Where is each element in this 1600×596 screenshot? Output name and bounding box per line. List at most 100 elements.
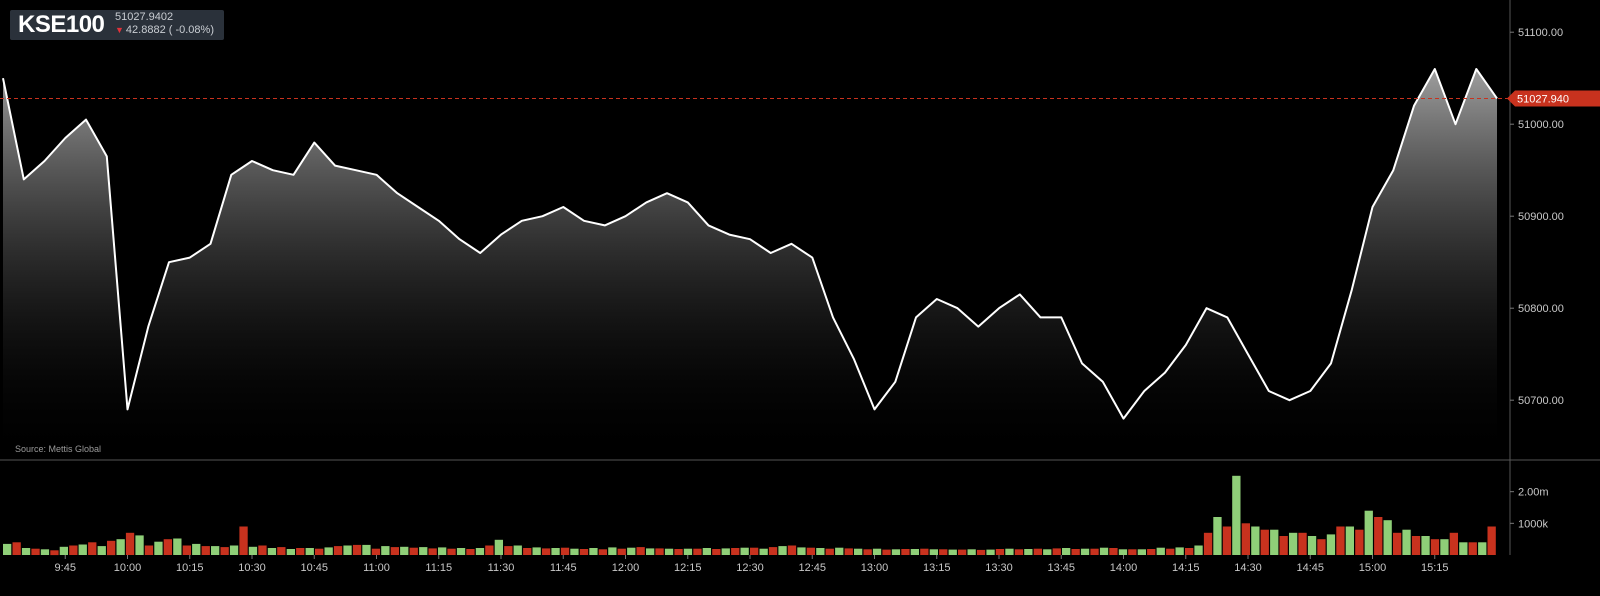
- volume-bar: [1118, 549, 1128, 555]
- volume-bar: [1402, 529, 1411, 555]
- volume-bar: [816, 548, 825, 555]
- volume-bar: [1194, 545, 1203, 555]
- volume-bar: [901, 549, 910, 555]
- volume-bar: [920, 548, 929, 555]
- volume-bar: [59, 546, 68, 555]
- x-tick-label: 14:45: [1296, 562, 1324, 574]
- volume-bar: [976, 549, 986, 555]
- volume-bar: [948, 549, 957, 555]
- volume-bar: [1090, 548, 1099, 555]
- volume-bar: [939, 549, 948, 555]
- y-tick-label: 51000.00: [1518, 119, 1564, 131]
- x-tick-label: 13:45: [1047, 562, 1075, 574]
- volume-bar: [305, 548, 314, 555]
- volume-bar: [163, 539, 172, 555]
- volume-bar: [674, 549, 683, 555]
- y-tick-label: 51100.00: [1518, 27, 1563, 39]
- volume-bar: [1175, 547, 1184, 555]
- volume-bar: [1326, 534, 1336, 555]
- price-change-value: 42.8882 ( -0.08%): [125, 24, 214, 36]
- volume-bar: [447, 548, 456, 555]
- volume-bar: [78, 544, 87, 555]
- volume-bar: [1128, 549, 1137, 555]
- volume-bar: [1166, 548, 1175, 555]
- volume-bar: [258, 545, 267, 555]
- volume-bar: [343, 545, 352, 555]
- volume-bar: [1147, 549, 1156, 555]
- price-area: [3, 69, 1497, 460]
- volume-bar: [362, 544, 371, 555]
- last-price-tag-label: 51027.940: [1517, 93, 1569, 105]
- volume-bar: [239, 526, 248, 555]
- volume-tick-label: 1000k: [1518, 518, 1548, 530]
- x-tick-label: 10:45: [300, 562, 328, 574]
- volume-bar: [797, 547, 806, 555]
- volume-bar: [844, 548, 853, 555]
- volume-bar: [579, 549, 589, 555]
- volume-bar: [400, 546, 409, 555]
- volume-bar: [551, 548, 560, 555]
- volume-bar: [154, 541, 163, 555]
- volume-bar: [277, 547, 286, 555]
- volume-bar: [315, 548, 324, 555]
- x-tick-label: 14:30: [1234, 562, 1262, 574]
- x-tick-label: 12:45: [798, 562, 826, 574]
- volume-bar: [182, 545, 191, 555]
- volume-bar: [69, 545, 78, 555]
- volume-bar: [125, 532, 135, 555]
- volume-bar: [1440, 539, 1449, 555]
- volume-bar: [504, 546, 513, 555]
- volume-tick-label: 2.00m: [1518, 487, 1549, 499]
- volume-bar: [523, 548, 532, 555]
- x-tick-label: 10:00: [114, 562, 142, 574]
- volume-bar: [390, 547, 399, 555]
- volume-bar: [371, 548, 381, 555]
- volume-bar: [97, 546, 106, 555]
- price-pane: [0, 68, 1510, 460]
- volume-bar: [967, 549, 976, 555]
- volume-bar: [589, 548, 598, 555]
- x-tick-label: 14:00: [1110, 562, 1138, 574]
- volume-bar: [107, 540, 116, 556]
- volume-bar: [1109, 548, 1118, 555]
- volume-bar: [1383, 520, 1392, 555]
- volume-bar: [806, 547, 815, 555]
- y-tick-label: 50800.00: [1518, 303, 1564, 315]
- x-tick-label: 13:15: [923, 562, 951, 574]
- volume-bar: [1232, 475, 1241, 555]
- x-tick-label: 10:15: [176, 562, 204, 574]
- volume-bar: [1251, 526, 1260, 555]
- volume-bar: [1298, 532, 1307, 555]
- volume-bar: [1468, 542, 1477, 555]
- volume-bar: [135, 535, 144, 555]
- volume-bar: [712, 549, 721, 555]
- x-tick-label: 15:00: [1359, 562, 1387, 574]
- down-arrow-icon: ▼: [115, 25, 124, 35]
- volume-bar: [872, 548, 882, 555]
- x-tick-label: 12:30: [736, 562, 764, 574]
- price-line: [2, 68, 1498, 420]
- volume-bar: [627, 547, 636, 555]
- y-tick-label: 50900.00: [1518, 211, 1564, 223]
- volume-bar: [1307, 536, 1317, 555]
- volume-bar: [40, 549, 50, 555]
- x-tick-label: 14:15: [1172, 562, 1200, 574]
- x-tick-label: 13:30: [985, 562, 1013, 574]
- volume-bar: [570, 548, 579, 555]
- x-tick-label: 11:00: [363, 562, 390, 574]
- volume-bar: [1355, 529, 1364, 555]
- volume-bar: [655, 548, 664, 555]
- volume-bar: [1279, 536, 1288, 555]
- last-price-tag: 51027.940: [1507, 90, 1600, 107]
- volume-bar: [863, 549, 872, 555]
- x-tick-label: 13:00: [861, 562, 889, 574]
- volume-bar: [1430, 539, 1440, 555]
- volume-bar: [211, 546, 220, 555]
- volume-bar: [750, 547, 759, 555]
- volume-bar: [1345, 526, 1354, 555]
- volume-bar: [88, 542, 97, 555]
- volume-bar: [542, 548, 551, 555]
- volume-bar: [1062, 548, 1071, 555]
- volume-bar: [702, 548, 711, 555]
